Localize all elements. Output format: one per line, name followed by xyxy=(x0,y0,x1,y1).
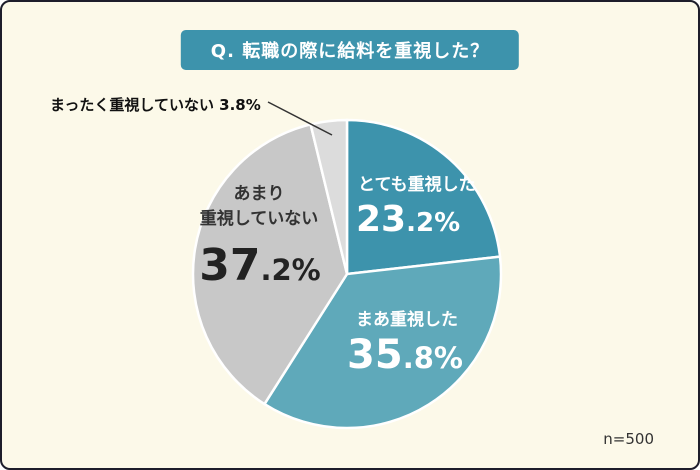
segment-value-rest: .2% xyxy=(406,208,461,238)
segment-value-int: 23 xyxy=(356,199,407,240)
segment-value-amari: 37.2% xyxy=(199,244,321,288)
segment-value-rest: .8% xyxy=(402,341,463,375)
segment-value-totemo: 23.2% xyxy=(356,202,460,238)
segment-label-amari: あまり 重視していない xyxy=(200,182,319,231)
segment-value-int: 35 xyxy=(347,332,403,378)
pie-slice xyxy=(191,123,349,406)
segment-label-mattaku: まったく重視していない 3.8% xyxy=(50,96,261,114)
chart-title: Q. 転職の際に給料を重視した？ xyxy=(210,41,490,62)
pie-chart xyxy=(187,114,507,434)
segment-label-line2: 重視していない xyxy=(199,208,319,229)
segment-label-line1: あまり xyxy=(233,184,285,204)
pie-slice xyxy=(263,255,503,430)
title-banner: Q. 転職の際に給料を重視した？ xyxy=(180,30,520,70)
sample-size: n=500 xyxy=(603,430,654,448)
pie-chart-svg xyxy=(191,118,503,430)
pie-slice xyxy=(345,118,502,276)
segment-value-maa: 35.8% xyxy=(347,335,463,375)
segment-label-maa: まあ重視した xyxy=(356,310,458,330)
segment-value-int: 37 xyxy=(199,240,261,291)
segment-value-rest: .2% xyxy=(260,253,321,287)
segment-label-totemo: とても重視した xyxy=(358,175,476,195)
